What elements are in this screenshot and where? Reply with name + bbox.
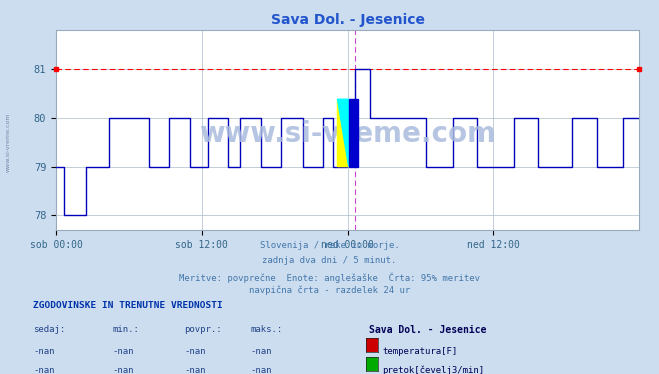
Text: povpr.:: povpr.: (185, 325, 222, 334)
Text: Meritve: povprečne  Enote: anglešaške  Črta: 95% meritev: Meritve: povprečne Enote: anglešaške Črt… (179, 272, 480, 283)
Text: navpična črta - razdelek 24 ur: navpična črta - razdelek 24 ur (249, 285, 410, 295)
Text: sedaj:: sedaj: (33, 325, 65, 334)
Bar (349, 99, 358, 166)
Text: maks.:: maks.: (250, 325, 283, 334)
Text: -nan: -nan (33, 366, 55, 374)
Text: -nan: -nan (112, 366, 134, 374)
Polygon shape (337, 99, 349, 166)
Text: -nan: -nan (185, 366, 206, 374)
Text: min.:: min.: (112, 325, 139, 334)
Text: -nan: -nan (250, 366, 272, 374)
Text: -nan: -nan (112, 347, 134, 356)
Text: pretok[čevelj3/min]: pretok[čevelj3/min] (382, 366, 484, 374)
Text: www.si-vreme.com: www.si-vreme.com (5, 112, 11, 172)
Text: ZGODOVINSKE IN TRENUTNE VREDNOSTI: ZGODOVINSKE IN TRENUTNE VREDNOSTI (33, 301, 223, 310)
Polygon shape (337, 99, 349, 166)
Text: -nan: -nan (250, 347, 272, 356)
Text: Sava Dol. - Jesenice: Sava Dol. - Jesenice (369, 325, 486, 335)
Text: Slovenija / reke in morje.: Slovenija / reke in morje. (260, 241, 399, 250)
Text: temperatura[F]: temperatura[F] (382, 347, 457, 356)
Text: -nan: -nan (33, 347, 55, 356)
Text: zadnja dva dni / 5 minut.: zadnja dva dni / 5 minut. (262, 256, 397, 265)
Title: Sava Dol. - Jesenice: Sava Dol. - Jesenice (271, 13, 424, 27)
Text: -nan: -nan (185, 347, 206, 356)
Text: www.si-vreme.com: www.si-vreme.com (199, 120, 496, 148)
